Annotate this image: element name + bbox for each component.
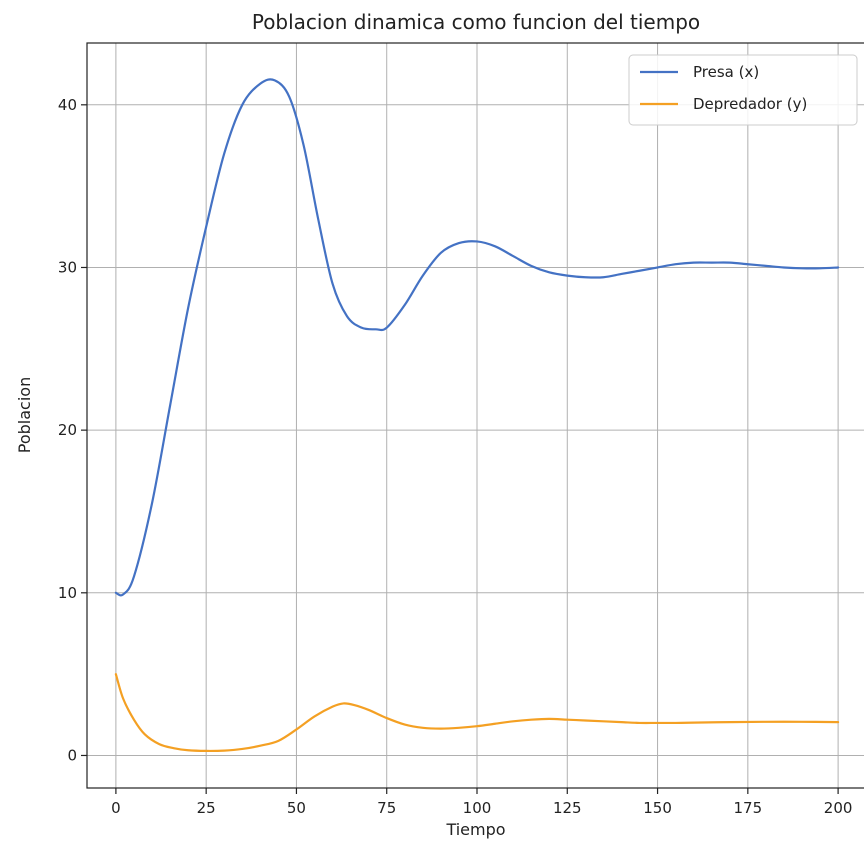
x-tick-label: 100 [463,799,492,817]
x-tick-label: 75 [377,799,396,817]
x-tick-label: 25 [197,799,216,817]
y-axis-label: Poblacion [15,377,34,453]
x-tick-label: 175 [734,799,763,817]
series-line-1 [114,673,840,753]
series-layer [114,78,840,753]
y-tick-label: 0 [67,746,77,764]
y-tick-label: 10 [58,584,77,602]
legend-label-presa: Presa (x) [693,63,759,81]
x-tick-label: 200 [824,799,853,817]
x-axis: 0 25 50 75 100 125 150 175 200 [111,788,852,817]
y-tick-label: 30 [58,258,77,276]
chart-title: Poblacion dinamica como funcion del tiem… [252,10,700,34]
x-tick-label: 150 [643,799,672,817]
y-tick-label: 20 [58,421,77,439]
grid [87,43,864,788]
x-tick-label: 125 [553,799,582,817]
x-tick-label: 0 [111,799,121,817]
x-tick-label: 50 [287,799,306,817]
legend-box [628,54,858,126]
legend-label-depredador: Depredador (y) [693,95,807,113]
series-line-0 [114,78,840,597]
x-axis-label: Tiempo [445,820,505,839]
legend: Presa (x) Depredador (y) [628,54,858,126]
y-axis: 0 10 20 30 40 [58,96,87,764]
y-tick-label: 40 [58,96,77,114]
